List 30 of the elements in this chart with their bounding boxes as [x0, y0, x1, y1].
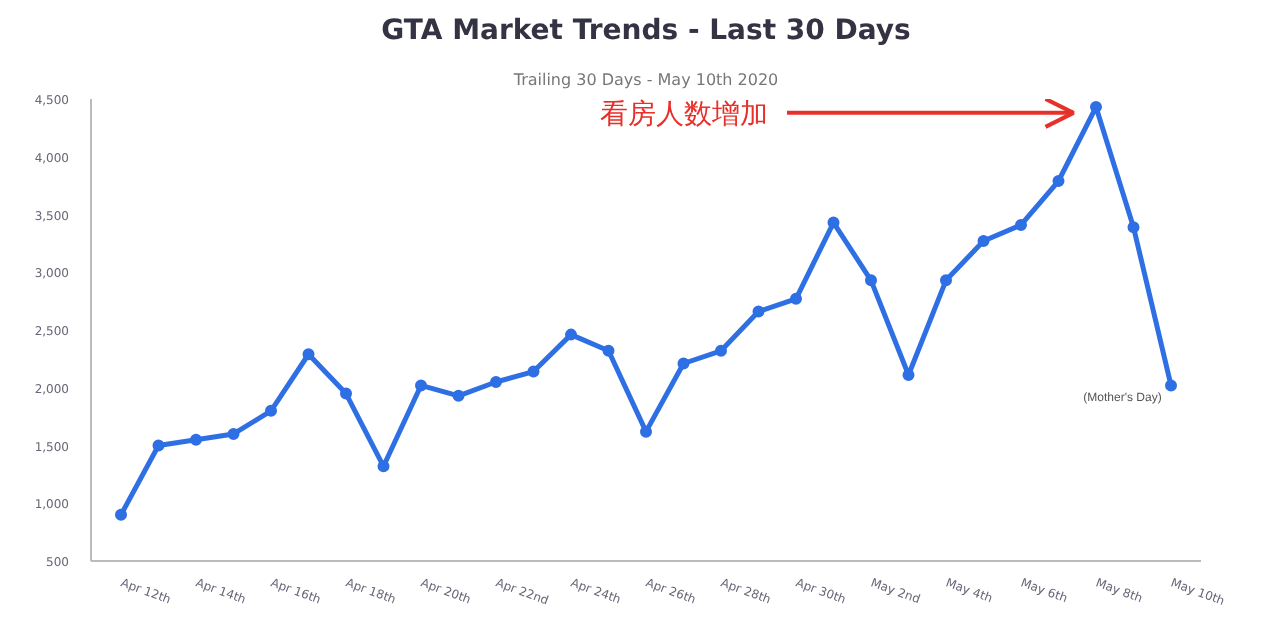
point	[377, 460, 390, 473]
point	[865, 274, 877, 287]
annotation: 看房人数增加	[599, 96, 768, 129]
point	[1052, 175, 1065, 187]
point	[790, 292, 802, 305]
point	[640, 425, 652, 438]
point	[265, 404, 277, 417]
point	[490, 375, 502, 388]
point	[752, 305, 765, 318]
point	[452, 389, 465, 402]
point	[602, 344, 615, 357]
chart-title: GTA Market Trends - Last 30 Days	[381, 15, 911, 47]
point	[1127, 221, 1140, 234]
point	[715, 344, 727, 357]
chart-subtitle: Trailing 30 Days - May 10th 2020	[511, 71, 779, 89]
point	[227, 427, 240, 440]
point	[977, 235, 990, 248]
point	[152, 439, 165, 452]
point	[190, 433, 202, 446]
point	[302, 348, 315, 361]
point	[527, 365, 540, 378]
point	[340, 387, 352, 400]
point	[115, 508, 127, 521]
point	[940, 274, 952, 287]
point	[1015, 218, 1027, 231]
point	[415, 379, 427, 392]
point	[677, 357, 690, 370]
point	[1165, 379, 1177, 392]
point	[827, 216, 840, 229]
point	[565, 328, 577, 341]
